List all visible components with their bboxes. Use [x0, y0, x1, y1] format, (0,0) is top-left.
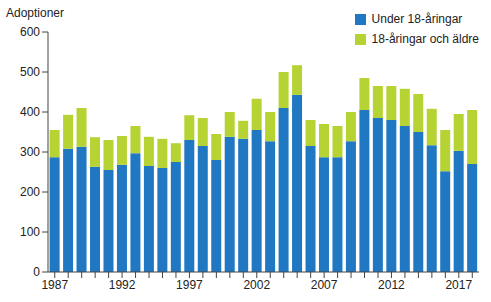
- svg-text:0: 0: [33, 265, 40, 279]
- svg-text:500: 500: [20, 65, 40, 79]
- svg-text:200: 200: [20, 185, 40, 199]
- html-text:18-åringar och äldre: 18-åringar och äldre: [371, 32, 479, 46]
- svg-text:1992: 1992: [109, 278, 136, 292]
- svg-text:2012: 2012: [378, 278, 405, 292]
- svg-text:2007: 2007: [311, 278, 338, 292]
- svg-text:2017: 2017: [445, 278, 472, 292]
- svg-text:1997: 1997: [176, 278, 203, 292]
- svg-text:1987: 1987: [41, 278, 68, 292]
- svg-text:2002: 2002: [243, 278, 270, 292]
- html-text:Adoptioner: Adoptioner: [6, 6, 64, 20]
- html-text:Under 18-åringar: Under 18-åringar: [371, 12, 463, 26]
- svg-text:600: 600: [20, 25, 40, 39]
- svg-text:400: 400: [20, 105, 40, 119]
- svg-text:100: 100: [20, 225, 40, 239]
- svg-text:300: 300: [20, 145, 40, 159]
